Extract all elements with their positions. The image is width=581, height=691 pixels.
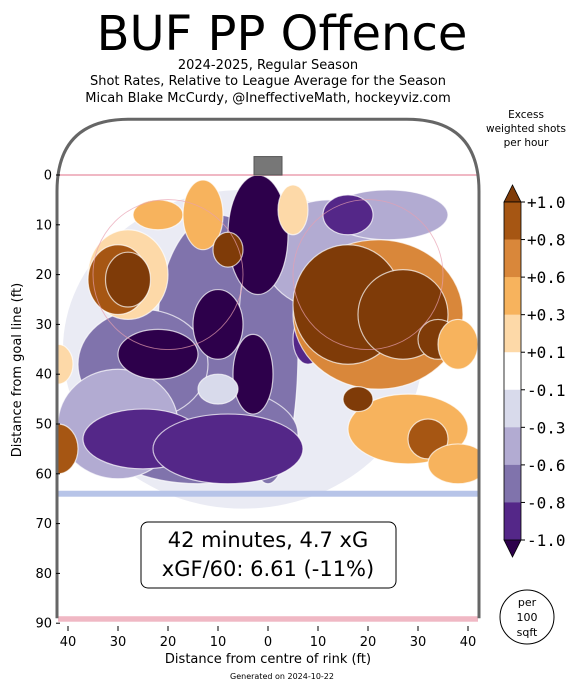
- subtitle-line-1: 2024-2025, Regular Season: [178, 58, 358, 73]
- heat-blob-9: [227, 174, 289, 296]
- y-tick-label-2: 20: [35, 268, 52, 283]
- summary-line-2: xGF/60: 6.61 (-11%): [162, 557, 374, 581]
- y-tick-label-4: 40: [35, 368, 52, 383]
- per-badge-line-2: 100: [517, 611, 538, 624]
- colorbar-title-2: weighted shots: [486, 123, 566, 135]
- colorbar-band-5: [504, 389, 521, 428]
- x-tick-label-4: 0: [264, 635, 272, 650]
- rink-boards: [55, 117, 481, 619]
- heat-blob-31: [342, 386, 374, 413]
- x-tick-label-5: 10: [310, 635, 327, 650]
- x-axis-label: Distance from centre of rink (ft): [165, 652, 371, 667]
- colorbar-band-4: [504, 352, 521, 391]
- colorbar-band-8: [504, 502, 521, 541]
- colorbar-extend-bottom: [503, 539, 522, 558]
- colorbar-tick-label-8: -0.8: [527, 493, 566, 512]
- y-tick-label-7: 70: [35, 517, 52, 532]
- heat-blob-32: [277, 184, 309, 236]
- y-tick-label-9: 90: [35, 617, 52, 632]
- goal-net: [253, 156, 283, 176]
- x-tick-label-0: 40: [60, 635, 77, 650]
- faceoff-circle-left: [92, 199, 244, 351]
- colorbar-tick-label-6: -0.3: [527, 418, 566, 437]
- x-tick-label-7: 30: [410, 635, 427, 650]
- x-tick-label-8: 40: [460, 635, 477, 650]
- colorbar-tick-label-9: -1.0: [527, 531, 566, 550]
- colorbar-band-6: [504, 427, 521, 466]
- y-tick-label-1: 10: [35, 218, 52, 233]
- subtitle-line-3: Micah Blake McCurdy, @IneffectiveMath, h…: [85, 91, 451, 106]
- generated-note: Generated on 2024-10-22: [230, 672, 334, 681]
- colorbar-title-3: per hour: [504, 137, 550, 149]
- heat-blob-30: [427, 443, 479, 485]
- heat-blob-10: [232, 333, 274, 415]
- colorbar-band-3: [504, 314, 521, 353]
- per-badge-line-3: sqft: [517, 626, 538, 639]
- summary-box: [140, 521, 397, 589]
- heat-blob-12: [117, 328, 199, 380]
- page-title: BUF PP Offence: [97, 6, 468, 62]
- heat-blob-27: [437, 318, 479, 370]
- per-area-badge: [499, 589, 555, 645]
- subtitle-line-2: Shot Rates, Relative to League Average f…: [90, 74, 446, 89]
- colorbar-tick-label-2: +0.6: [527, 268, 566, 287]
- heat-blob-15: [197, 373, 239, 405]
- colorbar-title-1: Excess: [508, 109, 544, 121]
- rink-markings: [55, 117, 481, 622]
- x-tick-label-1: 30: [110, 635, 127, 650]
- x-tick-label-6: 20: [360, 635, 377, 650]
- x-tick-label-2: 20: [160, 635, 177, 650]
- axes: 40 30 20 10 0 10 20 30 40 0 10 20 30 40 50 60 70 80 90: [35, 169, 476, 651]
- y-tick-label-3: 30: [35, 318, 52, 333]
- colorbar-tick-label-1: +0.8: [527, 231, 566, 250]
- y-tick-label-5: 50: [35, 418, 52, 433]
- faceoff-circle-right: [292, 199, 444, 351]
- summary-line-1: 42 minutes, 4.7 xG: [168, 528, 369, 552]
- colorbar-tick-label-4: +0.1: [527, 343, 566, 362]
- blue-line: [58, 490, 478, 497]
- colorbar-band-0: [504, 202, 521, 240]
- colorbar-tick-label-3: +0.3: [527, 306, 566, 325]
- heat-blob-11: [192, 288, 244, 360]
- y-axis-label: Distance from goal line (ft): [10, 283, 25, 457]
- y-tick-label-8: 80: [35, 567, 52, 582]
- y-tick-label-0: 0: [44, 169, 52, 184]
- colorbar-band-1: [504, 239, 521, 278]
- colorbar-band-2: [504, 277, 521, 315]
- colorbar-band-7: [504, 464, 521, 503]
- colorbar-tick-label-0: +1.0: [527, 193, 566, 212]
- heatmap-area: [57, 174, 479, 509]
- x-tick-label-3: 10: [210, 635, 227, 650]
- colorbar: +1.0 +0.8 +0.6 +0.3 +0.1 -0.1 -0.3 -0.6 -0.8 -1.0: [503, 184, 566, 558]
- per-badge-line-1: per: [518, 596, 537, 609]
- heat-blob-8: [152, 413, 304, 485]
- heat-blob-20: [104, 251, 152, 308]
- colorbar-frame: [503, 201, 522, 541]
- centre-line: [58, 616, 478, 622]
- colorbar-tick-label-5: -0.1: [527, 381, 566, 400]
- y-tick-label-6: 60: [35, 467, 52, 482]
- heat-blob-21: [182, 179, 224, 251]
- heat-blob-14: [322, 194, 374, 236]
- colorbar-tick-label-7: -0.6: [527, 456, 566, 475]
- colorbar-extend-top: [503, 184, 522, 203]
